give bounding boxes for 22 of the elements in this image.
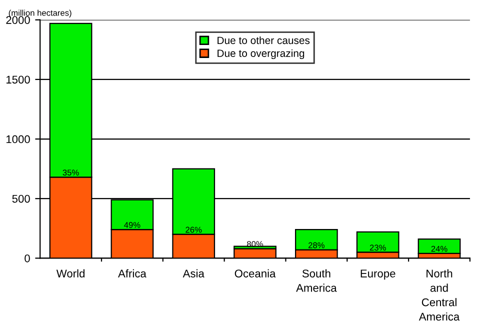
annotation: 28% — [308, 242, 324, 248]
annotation: 24% — [431, 246, 448, 252]
y-tick-label: 500 — [12, 194, 30, 203]
annotation: 35% — [62, 170, 79, 176]
y-tick-label: 1000 — [6, 135, 30, 144]
x-tick-label: Oceania — [234, 269, 276, 278]
annotation: 23% — [370, 244, 386, 251]
y-tick-label: 0 — [24, 254, 30, 262]
y-axis-title: (million hectares) — [8, 10, 72, 18]
x-tick-label: Africa — [118, 269, 146, 278]
x-tick-label: World — [56, 269, 84, 278]
annotation: 26% — [186, 226, 202, 233]
x-tick-label: Asia — [182, 269, 204, 278]
x-tick-label: South America — [296, 269, 337, 292]
x-tick-label: North and Central America — [418, 269, 460, 321]
legend-label: Due to overgrazing — [218, 49, 304, 60]
y-tick-label: 1500 — [6, 76, 30, 84]
legend-label: Due to other causes — [218, 36, 310, 44]
x-tick-label: Europe — [360, 270, 396, 280]
annotation: 49% — [124, 222, 140, 228]
y-tick-label: 2000 — [6, 16, 30, 24]
bar — [418, 238, 461, 254]
